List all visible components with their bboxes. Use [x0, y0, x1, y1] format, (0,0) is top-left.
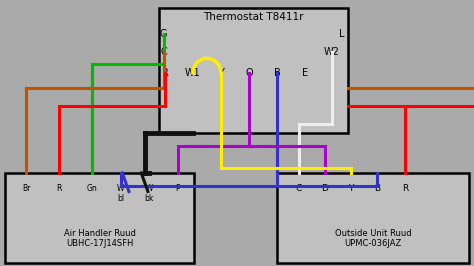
Text: L: L — [338, 29, 344, 39]
Text: R: R — [162, 68, 168, 78]
Text: C: C — [295, 184, 302, 193]
Text: Thermostat T8411r: Thermostat T8411r — [203, 12, 304, 22]
Text: W
bl: W bl — [117, 184, 125, 203]
Text: W2: W2 — [324, 47, 340, 57]
Text: Y: Y — [348, 184, 354, 193]
Text: E: E — [302, 68, 308, 78]
Text: O: O — [245, 68, 253, 78]
Text: B: B — [274, 68, 281, 78]
Text: G: G — [160, 29, 167, 39]
Text: Br: Br — [22, 184, 30, 193]
Text: Gn: Gn — [87, 184, 98, 193]
Text: D: D — [321, 184, 328, 193]
Text: W1: W1 — [185, 68, 201, 78]
Text: R: R — [56, 184, 62, 193]
Bar — [5, 173, 194, 263]
Text: B: B — [374, 184, 380, 193]
Text: Y: Y — [218, 68, 224, 78]
Text: Outside Unit Ruud
UPMC-036JAZ: Outside Unit Ruud UPMC-036JAZ — [335, 229, 411, 248]
Text: R: R — [402, 184, 409, 193]
Bar — [159, 8, 348, 133]
Text: W
bk: W bk — [145, 184, 154, 203]
Text: C: C — [160, 47, 167, 57]
Text: Air Handler Ruud
UBHC-17J14SFH: Air Handler Ruud UBHC-17J14SFH — [64, 229, 136, 248]
Bar — [277, 173, 469, 263]
Text: P: P — [175, 184, 180, 193]
